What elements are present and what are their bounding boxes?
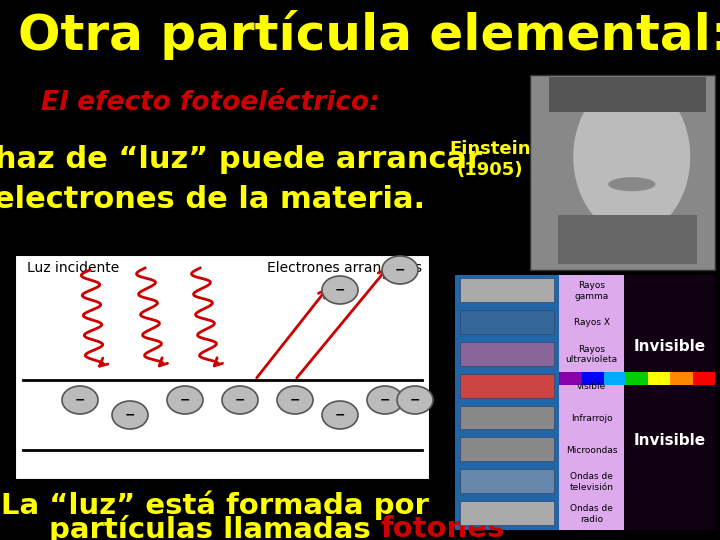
Bar — [460, 374, 554, 397]
Bar — [648, 372, 670, 384]
Bar — [460, 501, 554, 525]
Bar — [693, 372, 715, 384]
Text: Infrarrojo: Infrarrojo — [571, 414, 612, 423]
Bar — [559, 275, 624, 530]
Bar — [624, 275, 715, 530]
Text: −: − — [335, 284, 346, 296]
Ellipse shape — [322, 276, 358, 304]
Text: Un haz de “luz” puede arrancar: Un haz de “luz” puede arrancar — [0, 145, 482, 174]
Text: partículas llamadas: partículas llamadas — [49, 515, 381, 540]
Text: Rayos
gamma: Rayos gamma — [575, 281, 608, 301]
Bar — [460, 469, 554, 493]
Text: −: − — [410, 394, 420, 407]
Text: Invisible: Invisible — [634, 339, 706, 354]
Ellipse shape — [277, 386, 313, 414]
Ellipse shape — [608, 177, 655, 191]
Bar — [460, 406, 554, 429]
Bar — [530, 75, 715, 270]
Text: fotones: fotones — [381, 515, 505, 540]
Bar — [460, 437, 554, 461]
Bar — [670, 372, 693, 384]
Text: Rayos
ultravioleta: Rayos ultravioleta — [565, 345, 618, 364]
Text: Invisible: Invisible — [634, 433, 706, 448]
Ellipse shape — [367, 386, 403, 414]
Text: La “luz” está formada por: La “luz” está formada por — [1, 490, 429, 519]
Text: Microondas: Microondas — [566, 446, 617, 455]
Text: visible: visible — [577, 382, 606, 391]
Text: −: − — [75, 394, 85, 407]
Text: Ondas de
televisión: Ondas de televisión — [570, 472, 613, 492]
Text: Luz incidente: Luz incidente — [27, 261, 120, 275]
Text: −: − — [335, 408, 346, 422]
Bar — [549, 77, 706, 112]
Ellipse shape — [382, 256, 418, 284]
Ellipse shape — [572, 79, 691, 235]
Ellipse shape — [397, 386, 433, 414]
Bar — [455, 275, 715, 530]
Bar — [581, 372, 603, 384]
Text: −: − — [235, 394, 246, 407]
Text: −: − — [289, 394, 300, 407]
Bar — [559, 372, 581, 384]
Ellipse shape — [62, 386, 98, 414]
Text: electrones de la materia.: electrones de la materia. — [0, 185, 426, 214]
Bar — [460, 342, 554, 366]
Ellipse shape — [322, 401, 358, 429]
Ellipse shape — [112, 401, 148, 429]
Bar — [460, 278, 554, 302]
Ellipse shape — [167, 386, 203, 414]
Text: Otra partícula elemental: el: Otra partícula elemental: el — [18, 10, 720, 60]
Text: El efecto fotoeléctrico:: El efecto fotoeléctrico: — [41, 90, 379, 116]
Text: Ondas de
radio: Ondas de radio — [570, 504, 613, 524]
Bar — [558, 215, 696, 264]
Text: −: − — [379, 394, 390, 407]
Bar — [460, 310, 554, 334]
Text: −: − — [180, 394, 190, 407]
Bar — [626, 372, 648, 384]
Bar — [15, 255, 430, 480]
Text: −: − — [125, 408, 135, 422]
Bar — [603, 372, 626, 384]
Text: −: − — [395, 264, 405, 276]
Text: Electrones arrancados: Electrones arrancados — [267, 261, 422, 275]
Text: Einstein
(1905): Einstein (1905) — [449, 140, 531, 179]
Bar — [455, 275, 559, 530]
Text: Rayos X: Rayos X — [574, 318, 610, 327]
Ellipse shape — [222, 386, 258, 414]
